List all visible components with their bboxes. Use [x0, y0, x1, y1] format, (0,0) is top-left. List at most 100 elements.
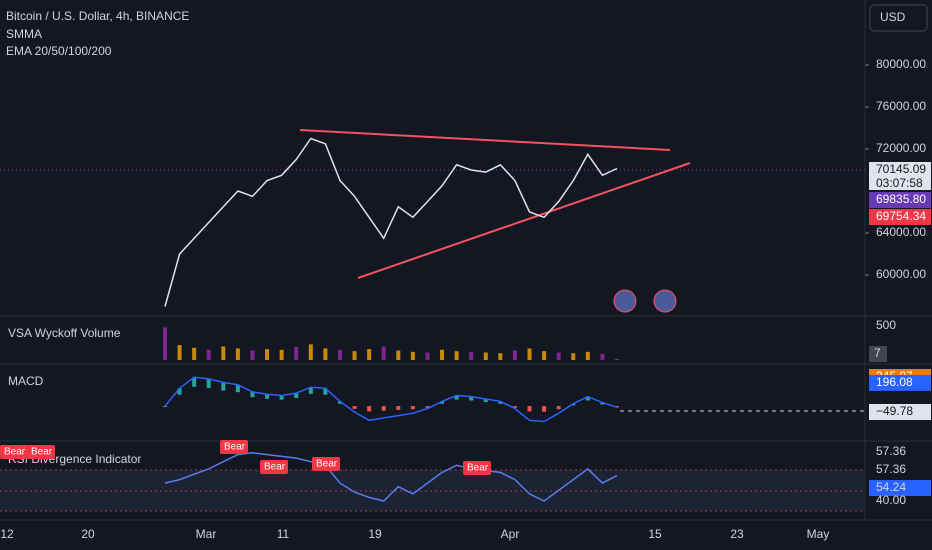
price-tick-label: 64000.00 — [876, 225, 926, 239]
time-label: Apr — [501, 527, 520, 541]
rsi-label: 57.36 — [876, 444, 906, 458]
volume-scale: 500 — [876, 318, 896, 332]
macd-hist — [265, 394, 270, 399]
macd-label: 196.08 — [876, 375, 913, 389]
macd-hist — [163, 406, 167, 408]
bear-label-box — [220, 440, 248, 454]
price-tick-label: 80000.00 — [876, 57, 926, 71]
symbol-title: Bitcoin / U.S. Dollar, 4h, BINANCE — [6, 9, 189, 23]
pane-title: MACD — [8, 374, 44, 388]
volume-bar — [308, 344, 313, 360]
bear-label: Bear — [31, 447, 53, 458]
macd-hist — [294, 393, 299, 398]
volume-last-box — [869, 346, 887, 362]
event-icon[interactable] — [653, 289, 677, 313]
volume-bar — [542, 351, 547, 360]
macd-hist — [279, 395, 284, 400]
macd-line — [164, 376, 618, 423]
bear-label: Bear — [316, 459, 338, 470]
time-label: Mar — [196, 527, 217, 541]
macd-hist — [192, 377, 197, 387]
time-label: 11 — [277, 527, 290, 541]
macd-hist — [454, 395, 459, 400]
volume-bar — [250, 350, 255, 360]
price-label: 69754.34 — [876, 209, 926, 223]
bear-label-box — [27, 445, 55, 459]
volume-bar — [454, 351, 459, 360]
macd-hist — [469, 396, 474, 401]
price-label: 69835.80 — [876, 192, 926, 206]
currency-button[interactable] — [869, 4, 928, 32]
trend-line — [299, 129, 671, 151]
macd-hist — [337, 401, 342, 404]
volume-bar — [192, 347, 197, 360]
bear-label: Bear — [224, 442, 246, 453]
price-tick-label: 72000.00 — [876, 141, 926, 155]
currency-label[interactable]: USD — [880, 10, 906, 24]
volume-bar — [571, 353, 576, 360]
volume-bar — [410, 351, 415, 360]
volume-bar — [469, 351, 474, 360]
bear-label-box — [312, 457, 340, 471]
macd-hist — [323, 388, 328, 395]
bear-label: Bear — [467, 463, 489, 474]
volume-bar — [206, 349, 211, 360]
volume-bar — [440, 349, 445, 360]
event-icons — [613, 289, 677, 313]
volume-bar — [527, 348, 532, 360]
volume-last: 7 — [874, 346, 881, 360]
indicator-label: SMMA — [6, 27, 42, 41]
macd-hist — [600, 402, 605, 405]
time-label: 19 — [368, 527, 382, 541]
macd-hist — [527, 406, 532, 412]
time-label: 23 — [730, 527, 744, 541]
macd-label-box — [869, 404, 931, 420]
rsi-label: 57.36 — [876, 462, 906, 476]
volume-bar — [337, 349, 342, 360]
macd-hist — [177, 388, 182, 395]
price-label: 70145.09 — [876, 162, 926, 176]
volume-bar — [294, 347, 299, 360]
volume-bar — [556, 352, 561, 360]
price-label-box — [869, 162, 931, 190]
price-label-box — [869, 192, 931, 208]
time-label: 12 — [0, 527, 14, 541]
macd-label-box — [869, 374, 931, 391]
volume-bar — [381, 346, 386, 360]
bear-label-box — [260, 460, 288, 474]
bear-label: Bear — [264, 462, 286, 473]
bear-label-box — [463, 461, 491, 475]
macd-hist — [206, 378, 211, 389]
macd-hist — [250, 391, 255, 398]
volume-bar — [163, 327, 167, 360]
volume-bar — [265, 349, 270, 360]
price-label-box — [869, 209, 931, 225]
volume-bar — [279, 349, 284, 360]
macd-hist — [308, 387, 313, 394]
rsi-label: 40.00 — [876, 493, 906, 507]
rsi-label-box — [869, 480, 931, 496]
rsi-line — [164, 452, 618, 502]
countdown: 03:07:58 — [876, 176, 923, 190]
macd-hist — [483, 399, 488, 403]
event-icon[interactable] — [613, 289, 637, 313]
volume-bar — [367, 349, 372, 360]
volume-bar — [512, 350, 517, 360]
bear-label: Bear — [4, 447, 26, 458]
price-line — [164, 137, 618, 307]
volume-bar — [396, 350, 401, 360]
volume-bar — [600, 353, 605, 360]
macd-hist — [556, 406, 561, 410]
macd-hist — [352, 406, 357, 409]
macd-hist — [440, 401, 445, 404]
volume-bar — [585, 351, 590, 360]
volume-bar — [352, 351, 357, 360]
volume-bar — [221, 346, 226, 360]
volume-bar — [498, 353, 503, 360]
volume-bar — [235, 348, 240, 360]
macd-hist — [498, 401, 503, 404]
macd-hist — [367, 406, 372, 412]
time-label: 15 — [648, 527, 662, 541]
